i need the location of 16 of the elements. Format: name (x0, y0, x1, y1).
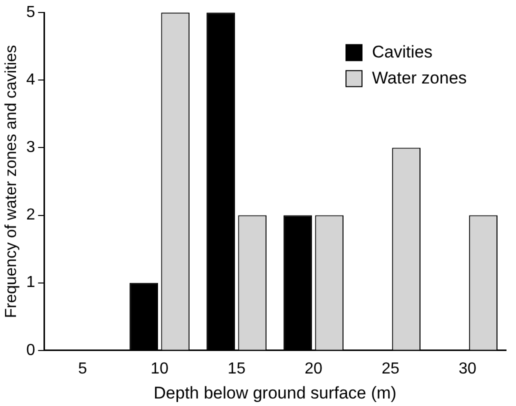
x-axis-title: Depth below ground surface (m) (154, 383, 396, 402)
y-tick-label: 5 (26, 4, 36, 22)
x-tick-label: 5 (78, 360, 88, 378)
x-tick-label: 10 (150, 360, 169, 378)
y-axis-title: Frequency of water zones and cavities (3, 44, 20, 318)
x-tick-label: 25 (382, 360, 400, 378)
y-tick-label: 1 (26, 274, 36, 292)
x-tick-label: 20 (304, 360, 323, 378)
legend-label: Cavities (372, 42, 432, 62)
y-tick-label: 0 (26, 342, 36, 359)
x-tick-label: 30 (458, 360, 477, 378)
y-tick-label: 2 (26, 206, 36, 224)
y-tick-label: 3 (26, 139, 36, 156)
y-tick-label: 4 (26, 72, 36, 89)
x-tick-label: 15 (228, 360, 246, 378)
legend-label: Water zones (372, 68, 467, 88)
